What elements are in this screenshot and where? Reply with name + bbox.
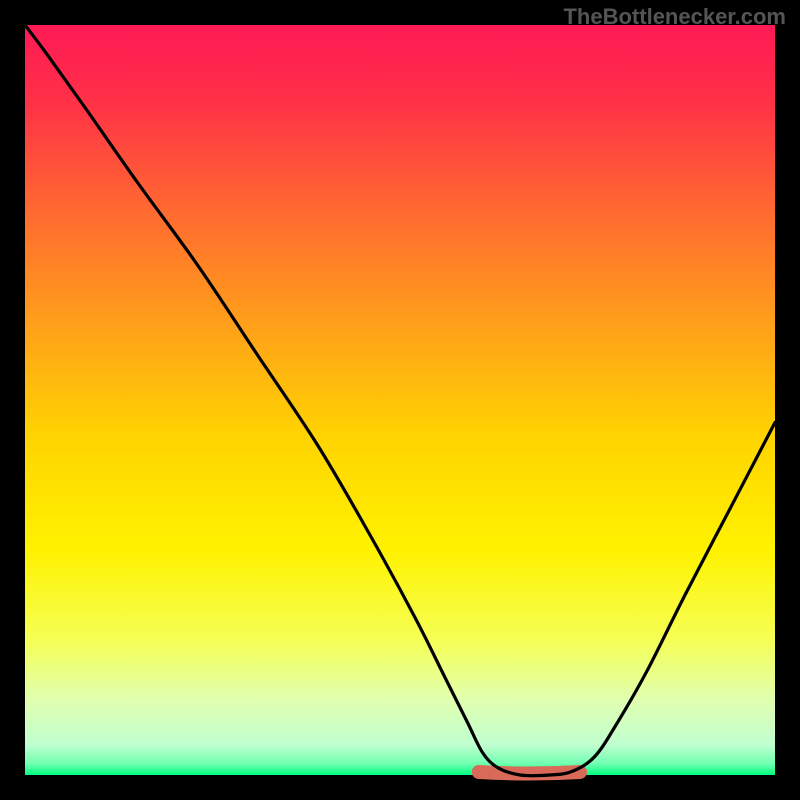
watermark-text: TheBottlenecker.com: [563, 4, 786, 30]
bottleneck-chart: [0, 0, 800, 800]
gradient-background: [25, 25, 775, 775]
chart-container: TheBottlenecker.com: [0, 0, 800, 800]
